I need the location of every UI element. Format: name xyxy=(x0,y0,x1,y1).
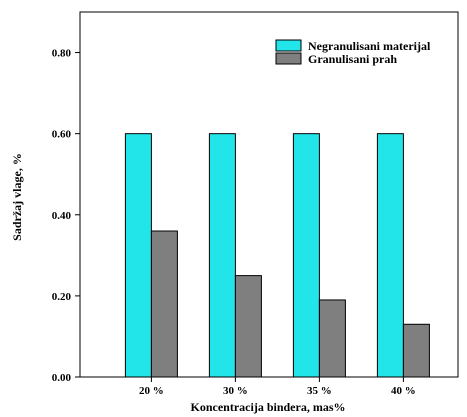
legend-swatch-negranulisani xyxy=(275,39,302,52)
y-axis: 0.00 0.20 0.40 0.60 0.80 xyxy=(52,48,80,384)
bar-granulisani-2 xyxy=(234,275,262,378)
legend-label-negranulisani: Negranulisani materijal xyxy=(308,39,431,53)
y-tick-label: 0.80 xyxy=(52,48,72,60)
bar-negranulisani-1 xyxy=(124,133,152,378)
bar-negranulisani-3 xyxy=(292,133,320,378)
legend: Negranulisani materijal Granulisani prah xyxy=(275,39,431,66)
y-tick-label: 0.40 xyxy=(52,210,72,222)
x-tick-label: 30 % xyxy=(223,385,248,397)
x-tick-label: 20 % xyxy=(139,385,164,397)
x-tick-label: 40 % xyxy=(391,385,416,397)
y-tick-label: 0.20 xyxy=(52,291,72,303)
y-tick-label: 0.60 xyxy=(52,129,72,141)
x-axis-title: Koncentracija bindera, mas% xyxy=(191,400,346,414)
x-axis: 20 % 30 % 35 % 40 % xyxy=(139,377,416,397)
legend-label-granulisani: Granulisani prah xyxy=(308,52,397,66)
y-tick-label: 0.00 xyxy=(52,372,72,384)
bar-negranulisani-4 xyxy=(376,133,404,378)
legend-swatch-granulisani xyxy=(275,52,302,65)
bar-granulisani-1 xyxy=(150,230,178,378)
y-axis-title: Sadržaj vlage, % xyxy=(10,153,24,241)
x-tick-label: 35 % xyxy=(307,385,332,397)
bar-granulisani-3 xyxy=(318,299,346,378)
bar-granulisani-4 xyxy=(402,323,430,378)
bar-negranulisani-2 xyxy=(208,133,236,378)
bar-series xyxy=(124,133,430,378)
